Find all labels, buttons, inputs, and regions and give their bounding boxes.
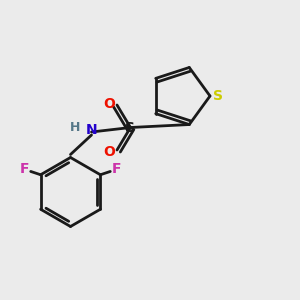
Text: H: H [70,121,80,134]
Text: F: F [20,162,29,176]
Text: F: F [112,162,122,176]
Text: N: N [86,123,97,136]
Text: S: S [213,89,224,103]
Text: O: O [103,97,116,110]
Text: O: O [103,145,116,158]
Text: S: S [125,121,136,134]
